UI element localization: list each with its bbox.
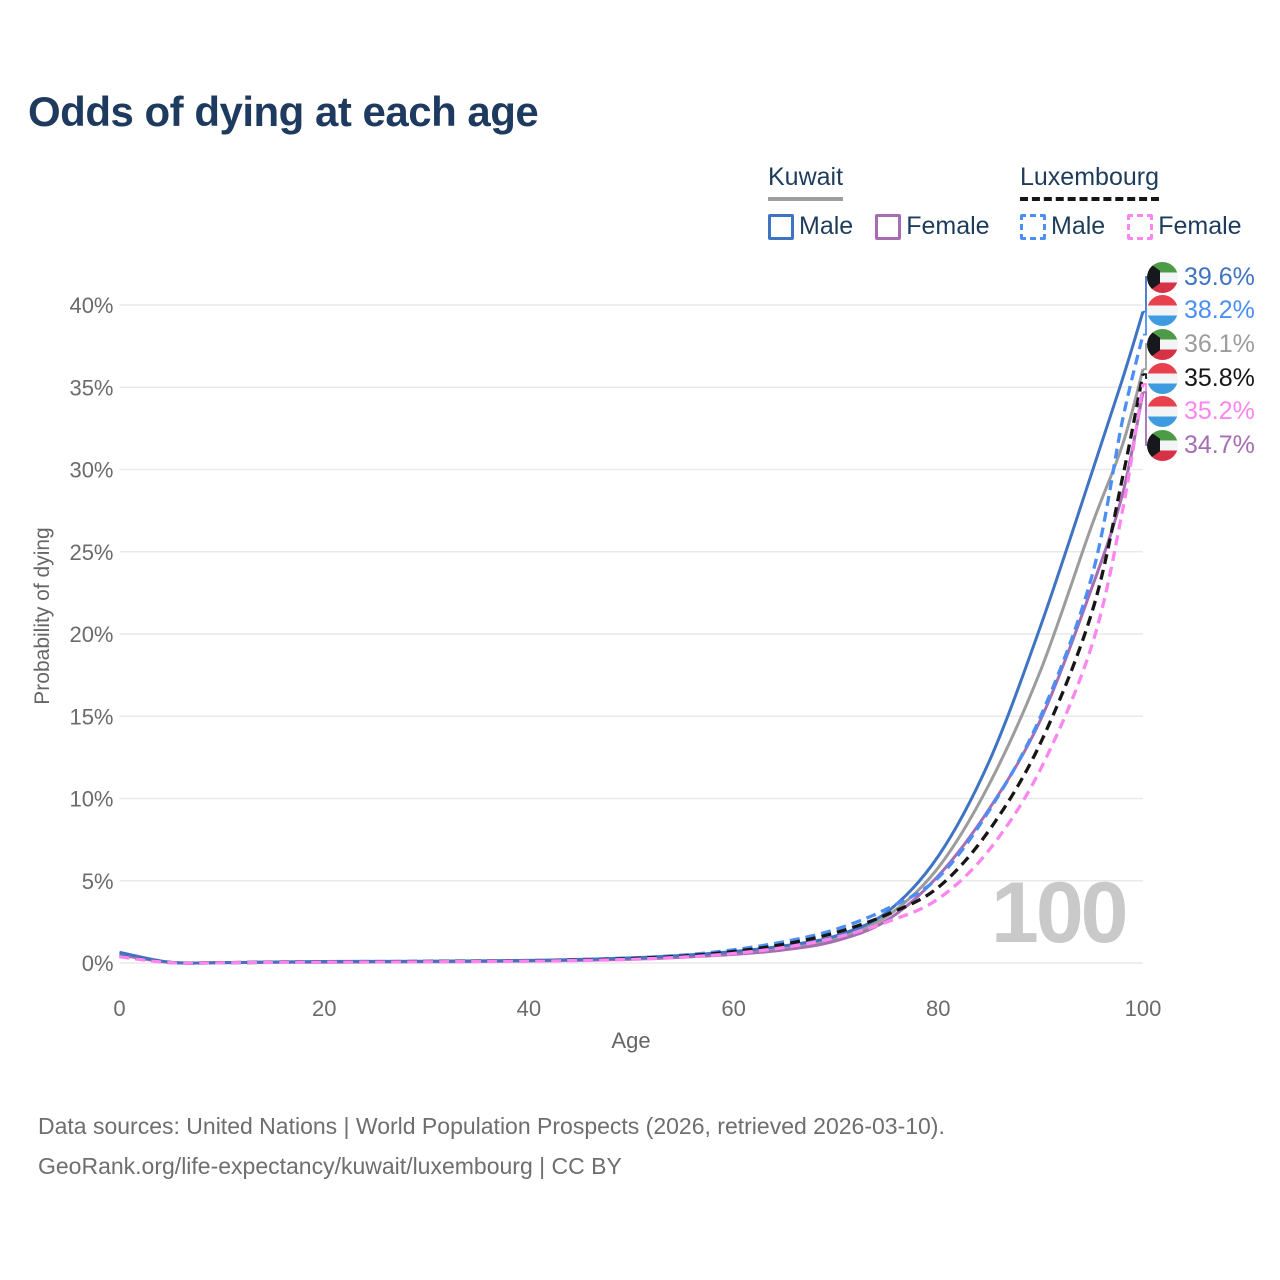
end-label-value: 34.7% bbox=[1184, 430, 1255, 459]
luxembourg-flag-icon bbox=[1147, 294, 1178, 326]
x-tick-label: 100 bbox=[1125, 996, 1162, 1021]
kuwait-female-swatch-icon bbox=[875, 213, 902, 240]
y-tick-label: 30% bbox=[69, 458, 113, 483]
legend-row-kuwait: Male Female bbox=[768, 212, 1012, 241]
kuwait-male-swatch-icon bbox=[768, 213, 794, 240]
end-label-value: 35.2% bbox=[1184, 396, 1255, 425]
end-label-value: 35.8% bbox=[1184, 363, 1255, 392]
page-title: Odds of dying at each age bbox=[28, 88, 539, 135]
y-tick-label: 5% bbox=[82, 869, 114, 894]
x-axis-title: Age bbox=[611, 1028, 651, 1053]
end-label-value: 38.2% bbox=[1184, 295, 1255, 324]
footer: Data sources: United Nations | World Pop… bbox=[38, 1106, 945, 1186]
legend-item-kuwait-female[interactable]: Female bbox=[875, 212, 990, 241]
series-line-kuwait-male bbox=[119, 311, 1145, 965]
footer-sources-line: Data sources: United Nations | World Pop… bbox=[38, 1113, 945, 1139]
x-tick-label: 80 bbox=[926, 996, 950, 1021]
legend-item-luxembourg-male[interactable]: Male bbox=[1020, 212, 1105, 241]
x-tick-label: 40 bbox=[517, 996, 541, 1021]
legend-country-luxembourg[interactable]: Luxembourg bbox=[1020, 163, 1159, 201]
legend-item-kuwait-male[interactable]: Male bbox=[768, 212, 853, 241]
end-label-kuwait-female: 34.7% bbox=[1147, 429, 1255, 461]
x-tick-label: 60 bbox=[721, 996, 745, 1021]
luxembourg-flag-icon bbox=[1147, 395, 1178, 427]
series-line-kuwait-both-sexes bbox=[119, 368, 1145, 965]
end-label-kuwait-male: 39.6% bbox=[1147, 261, 1255, 293]
legend-country-luxembourg-label: Luxembourg bbox=[1020, 163, 1159, 191]
series-line-kuwait-female bbox=[119, 391, 1145, 965]
legend-row-luxembourg: Male Female bbox=[1020, 212, 1264, 241]
x-tick-label: 20 bbox=[312, 996, 336, 1021]
luxembourg-male-swatch-icon bbox=[1020, 213, 1046, 240]
y-tick-label: 0% bbox=[82, 951, 114, 976]
y-tick-label: 10% bbox=[69, 787, 113, 812]
kuwait-flag-icon bbox=[1147, 261, 1178, 293]
kuwait-flag-icon bbox=[1147, 429, 1178, 461]
legend-country-kuwait-label: Kuwait bbox=[768, 163, 844, 191]
end-label-value: 39.6% bbox=[1184, 262, 1255, 291]
series-line-luxembourg-male bbox=[119, 334, 1145, 965]
luxembourg-female-swatch-icon bbox=[1127, 213, 1154, 240]
y-tick-label: 40% bbox=[69, 293, 113, 318]
kuwait-flag-icon bbox=[1147, 328, 1178, 360]
series-line-luxembourg-both-sexes bbox=[119, 373, 1145, 965]
luxembourg-flag-icon bbox=[1147, 362, 1178, 394]
y-tick-label: 15% bbox=[69, 704, 113, 729]
y-tick-label: 20% bbox=[69, 622, 113, 647]
end-label-value: 36.1% bbox=[1184, 329, 1255, 358]
age-watermark: 100 bbox=[991, 865, 1128, 961]
legend-item-luxembourg-female[interactable]: Female bbox=[1127, 212, 1242, 241]
legend-group-luxembourg: Luxembourg Male Female bbox=[1020, 163, 1264, 241]
series-line-luxembourg-female bbox=[119, 383, 1145, 965]
x-tick-label: 0 bbox=[113, 996, 125, 1021]
end-label-luxembourg-female: 35.2% bbox=[1147, 395, 1255, 427]
end-label-luxembourg-male: 38.2% bbox=[1147, 294, 1255, 326]
end-label-luxembourg-both-sexes: 35.8% bbox=[1147, 362, 1255, 394]
kuwait-female-label: Female bbox=[906, 212, 990, 240]
kuwait-male-label: Male bbox=[799, 212, 854, 240]
luxembourg-male-label: Male bbox=[1051, 212, 1106, 240]
y-axis-title: Probability of dying bbox=[31, 527, 54, 705]
footer-attribution-line: GeoRank.org/life-expectancy/kuwait/luxem… bbox=[38, 1153, 622, 1179]
y-tick-label: 35% bbox=[69, 375, 113, 400]
legend-group-kuwait: Kuwait Male Female bbox=[768, 163, 1012, 241]
legend-country-kuwait[interactable]: Kuwait bbox=[768, 163, 844, 201]
end-label-kuwait-both-sexes: 36.1% bbox=[1147, 328, 1255, 360]
luxembourg-female-label: Female bbox=[1158, 212, 1242, 240]
y-tick-label: 25% bbox=[69, 540, 113, 565]
